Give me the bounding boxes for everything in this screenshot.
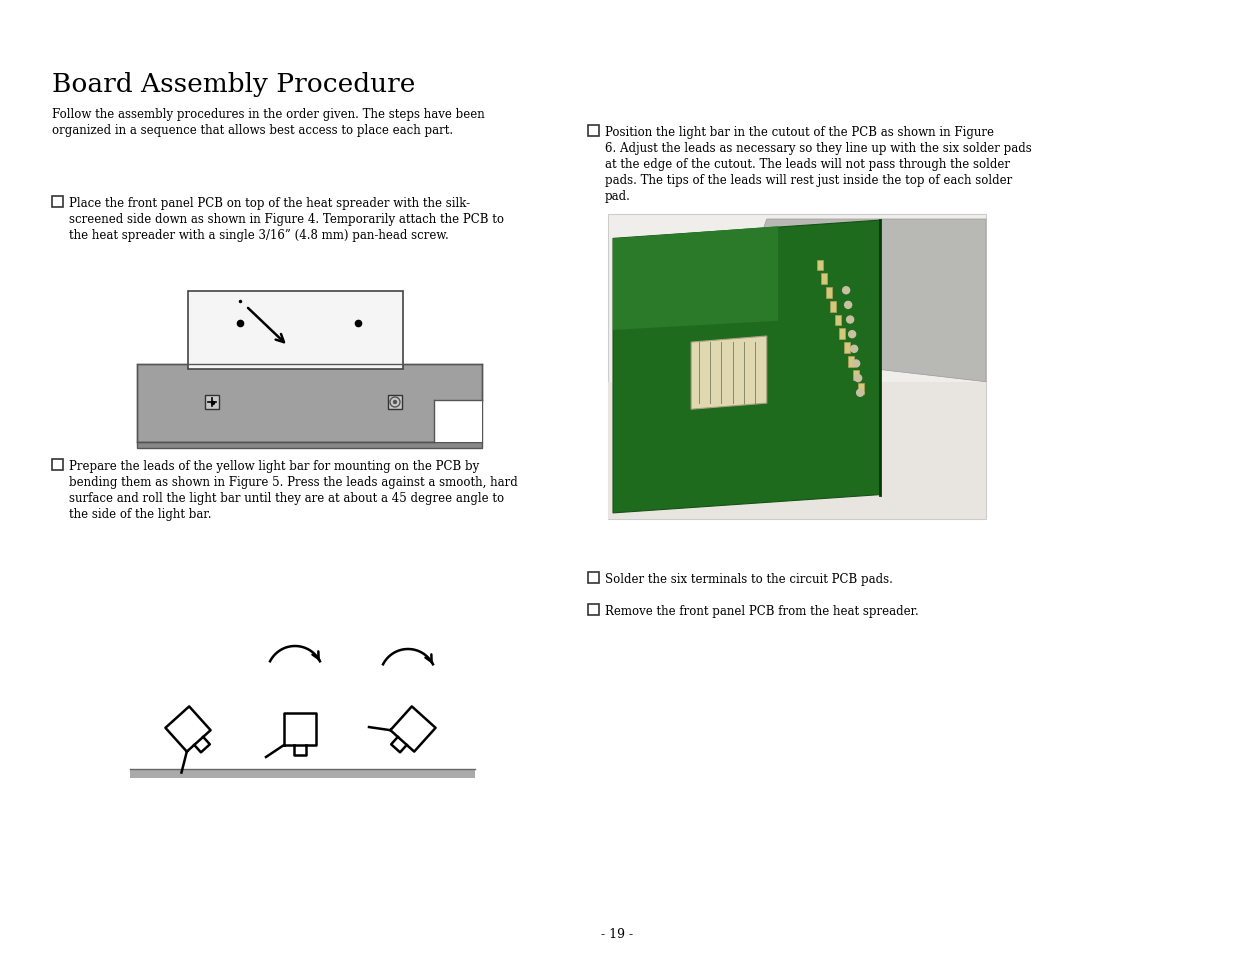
Bar	[588, 573, 599, 583]
Bar	[830, 301, 836, 313]
Circle shape	[852, 360, 860, 368]
Polygon shape	[613, 221, 881, 514]
Circle shape	[394, 401, 396, 404]
Polygon shape	[692, 336, 767, 410]
Text: 6. Adjust the leads as necessary so they line up with the six solder pads: 6. Adjust the leads as necessary so they…	[605, 142, 1031, 154]
Circle shape	[847, 316, 853, 324]
Circle shape	[211, 402, 215, 405]
Text: Follow the assembly procedures in the order given. The steps have been: Follow the assembly procedures in the or…	[52, 108, 485, 121]
Bar	[205, 395, 219, 410]
Text: bending them as shown in Figure 5. Press the leads against a smooth, hard: bending them as shown in Figure 5. Press…	[69, 476, 517, 489]
Bar	[608, 214, 986, 519]
Bar	[821, 274, 827, 285]
Bar	[137, 365, 482, 442]
Text: surface and roll the light bar until they are at about a 45 degree angle to: surface and roll the light bar until the…	[69, 492, 504, 504]
Text: screened side down as shown in Figure 4. Temporarily attach the PCB to: screened side down as shown in Figure 4.…	[69, 213, 504, 226]
Text: Prepare the leads of the yellow light bar for mounting on the PCB by: Prepare the leads of the yellow light ba…	[69, 459, 479, 473]
Circle shape	[851, 346, 857, 353]
Bar	[130, 769, 475, 779]
Bar	[816, 260, 823, 272]
Text: pads. The tips of the leads will rest just inside the top of each solder: pads. The tips of the leads will rest ju…	[605, 173, 1013, 187]
Bar	[826, 288, 831, 298]
Bar	[835, 315, 841, 326]
Bar	[848, 356, 855, 367]
Circle shape	[857, 390, 863, 396]
Bar	[52, 196, 63, 208]
Polygon shape	[613, 227, 778, 331]
Circle shape	[855, 375, 862, 382]
Circle shape	[845, 302, 852, 309]
Bar	[588, 604, 599, 616]
Bar	[588, 126, 599, 137]
Text: the heat spreader with a single 3/16” (4.8 mm) pan-head screw.: the heat spreader with a single 3/16” (4…	[69, 229, 448, 242]
Text: at the edge of the cutout. The leads will not pass through the solder: at the edge of the cutout. The leads wil…	[605, 158, 1010, 171]
Bar	[840, 329, 846, 339]
Text: - 19 -: - 19 -	[601, 927, 634, 940]
Text: Place the front panel PCB on top of the heat spreader with the silk-: Place the front panel PCB on top of the …	[69, 196, 471, 210]
Polygon shape	[721, 220, 986, 382]
Bar	[137, 442, 482, 449]
Bar	[188, 292, 403, 370]
Text: Position the light bar in the cutout of the PCB as shown in Figure: Position the light bar in the cutout of …	[605, 126, 994, 139]
Text: organized in a sequence that allows best access to place each part.: organized in a sequence that allows best…	[52, 124, 453, 137]
Bar	[433, 400, 482, 442]
Circle shape	[842, 288, 850, 294]
Bar	[857, 384, 863, 395]
Bar	[844, 343, 850, 354]
Bar	[52, 459, 63, 471]
Circle shape	[848, 332, 856, 338]
Text: Solder the six terminals to the circuit PCB pads.: Solder the six terminals to the circuit …	[605, 573, 893, 585]
Bar	[608, 382, 986, 519]
Bar	[388, 395, 403, 410]
Bar	[853, 370, 860, 381]
Text: the side of the light bar.: the side of the light bar.	[69, 507, 211, 520]
Text: Remove the front panel PCB from the heat spreader.: Remove the front panel PCB from the heat…	[605, 604, 919, 618]
Text: pad.: pad.	[605, 190, 631, 203]
Text: Board Assembly Procedure: Board Assembly Procedure	[52, 71, 415, 97]
